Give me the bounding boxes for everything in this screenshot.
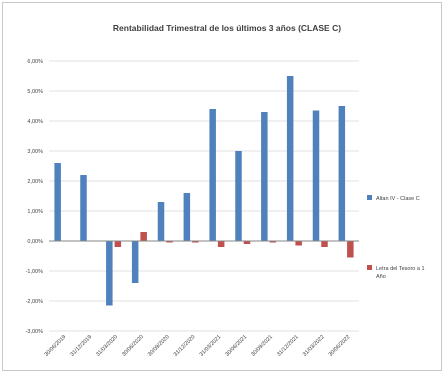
bar-series-1: [312, 110, 320, 241]
axis-layer: 6,00% 5,00% 4,00% 3,00% 2,00% 1,00% 0,00% -1,00…: [26, 59, 359, 358]
legend-label-series-2: Letra del Tesoro a 1 Año: [376, 266, 425, 280]
legend-label-line: Año: [376, 274, 386, 280]
bar-series-1: [80, 175, 87, 241]
bar-series-1: [261, 112, 268, 241]
bar-series-1: [286, 76, 294, 241]
bar-series-2: [347, 241, 354, 258]
x-tick-label: 30/09/2020: [147, 334, 171, 358]
bar-series-2: [321, 241, 328, 247]
y-tick-label: 1,00%: [27, 209, 43, 215]
bar-series-2: [269, 241, 277, 243]
bar-series-1: [209, 109, 216, 241]
bar-series-1: [54, 163, 61, 241]
x-tick-label: 31/03/2021: [199, 334, 223, 358]
y-tick-label: 4,00%: [27, 119, 43, 125]
legend-swatch-series-1: [367, 195, 372, 200]
x-tick-label: 31/03/2022: [302, 334, 326, 358]
x-tick-label: 31/12/2020: [173, 334, 197, 358]
x-tick-label: 30/06/2020: [121, 334, 145, 358]
bar-series-2: [295, 241, 302, 246]
y-tick-label: -3,00%: [26, 329, 44, 335]
bar-series-2: [114, 241, 122, 247]
x-tick-label: 31/12/2019: [69, 334, 93, 358]
bar-series-2: [192, 241, 199, 243]
bar-series-1: [235, 151, 242, 241]
bar-series-2: [243, 241, 251, 244]
bar-series-1: [338, 106, 346, 241]
legend: Altan IV - Clase C Letra del Tesoro a 1 Añ…: [367, 195, 425, 280]
y-tick-label: -1,00%: [26, 269, 44, 275]
chart-svg: Rentabilidad Trimestral de los últimos 3…: [26, 23, 425, 358]
x-tick-label: 30/06/2021: [224, 334, 248, 358]
x-tick-label: 30/06/2022: [328, 334, 352, 358]
chart-frame: Rentabilidad Trimestral de los últimos 3…: [2, 2, 442, 371]
bar-series-2: [217, 241, 225, 247]
bar-series-1: [131, 241, 139, 283]
y-tick-label: 3,00%: [27, 149, 43, 155]
y-tick-label: -2,00%: [26, 299, 44, 305]
grid-layer: [49, 60, 359, 332]
x-tick-label: 30/09/2021: [250, 334, 274, 358]
y-tick-label: 2,00%: [27, 179, 43, 185]
x-tick-label: 31/03/2020: [95, 334, 119, 358]
legend-swatch-series-2: [367, 265, 372, 270]
bar-series-1: [106, 241, 113, 306]
bars-layer: [54, 76, 354, 306]
bar-series-2: [166, 241, 173, 243]
legend-label-line: Letra del Tesoro a 1: [376, 266, 425, 272]
x-tick-label: 30/06/2019: [44, 334, 68, 358]
legend-label-series-1: Altan IV - Clase C: [376, 196, 420, 202]
bar-series-1: [157, 202, 165, 241]
y-tick-label: 5,00%: [27, 89, 43, 95]
bar-series-1: [183, 193, 191, 241]
x-tick-label: 31/12/2021: [276, 334, 300, 358]
y-tick-label: 6,00%: [27, 59, 43, 65]
chart-title: Rentabilidad Trimestral de los últimos 3…: [113, 23, 341, 33]
bar-series-2: [140, 232, 147, 241]
y-tick-label: 0,00%: [27, 239, 43, 245]
